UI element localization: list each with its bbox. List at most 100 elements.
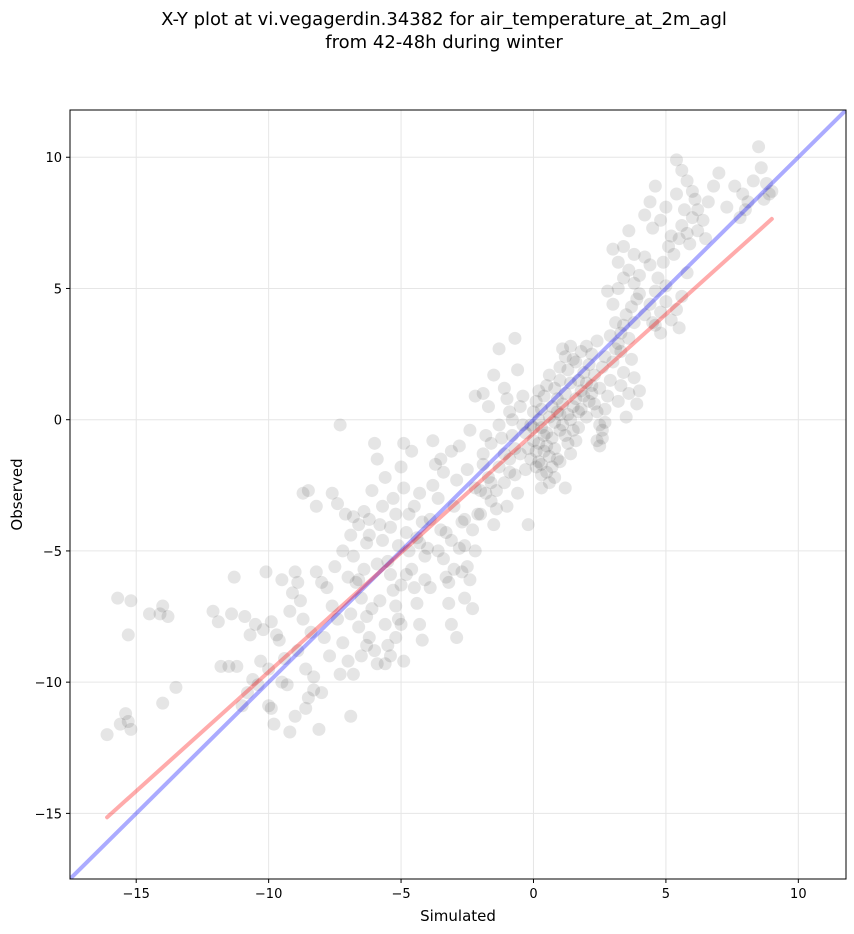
data-point: [259, 565, 273, 579]
data-point: [323, 649, 337, 663]
data-point: [569, 392, 583, 406]
data-point: [362, 631, 376, 645]
data-point: [638, 250, 652, 264]
data-point: [119, 707, 133, 721]
data-point: [524, 418, 538, 432]
data-point: [545, 460, 559, 474]
data-point: [627, 371, 641, 385]
data-point: [534, 402, 548, 416]
data-point: [556, 418, 570, 432]
data-point: [354, 649, 368, 663]
data-point: [762, 187, 776, 201]
data-point: [428, 457, 442, 471]
data-point: [288, 565, 302, 579]
data-point: [211, 615, 225, 629]
reference-lines: [70, 110, 846, 879]
data-point: [511, 363, 525, 377]
data-point: [391, 612, 405, 626]
data-point: [691, 203, 705, 217]
data-point: [532, 384, 546, 398]
data-point: [757, 192, 771, 206]
data-point: [487, 368, 501, 382]
y-tick-label: 10: [45, 151, 62, 166]
data-point: [497, 381, 511, 395]
data-point: [386, 583, 400, 597]
data-point: [479, 486, 493, 500]
data-point: [389, 599, 403, 613]
data-point: [654, 305, 668, 319]
data-point: [354, 591, 368, 605]
chart-title-line-2: from 42-48h during winter: [325, 32, 563, 53]
data-point: [654, 213, 668, 227]
data-point: [378, 657, 392, 671]
data-point: [338, 507, 352, 521]
data-point: [386, 491, 400, 505]
data-point: [561, 436, 575, 450]
data-point: [291, 644, 305, 658]
data-point: [413, 617, 427, 631]
data-point: [566, 423, 580, 437]
data-point: [447, 562, 461, 576]
data-point: [534, 468, 548, 482]
data-point: [397, 436, 411, 450]
chart-title: X-Y plot at vi.vegagerdin.34382 for air_…: [0, 8, 854, 54]
data-point: [312, 722, 326, 736]
data-point: [248, 617, 262, 631]
data-point: [402, 544, 416, 558]
data-point: [659, 279, 673, 293]
data-point: [651, 271, 665, 285]
data-point: [479, 428, 493, 442]
data-point: [121, 715, 135, 729]
data-point: [142, 607, 156, 621]
data-point: [460, 560, 474, 574]
data-point: [296, 486, 310, 500]
data-point: [590, 405, 604, 419]
data-point: [540, 379, 554, 393]
data-point: [524, 452, 538, 466]
data-point: [632, 287, 646, 301]
data-point: [601, 389, 615, 403]
identity-line: [70, 110, 846, 879]
data-point: [423, 512, 437, 526]
data-point: [357, 505, 371, 519]
data-point: [344, 709, 358, 723]
data-point: [426, 434, 440, 448]
data-point: [447, 499, 461, 513]
data-point: [741, 195, 755, 209]
data-point: [579, 410, 593, 424]
data-point: [484, 494, 498, 508]
y-tick-label: 5: [54, 282, 62, 297]
data-point: [532, 436, 546, 450]
data-point: [553, 360, 567, 374]
data-point: [431, 491, 445, 505]
data-point: [630, 292, 644, 306]
data-point: [378, 617, 392, 631]
data-point: [309, 565, 323, 579]
data-point: [413, 486, 427, 500]
data-point: [548, 381, 562, 395]
data-point: [315, 686, 329, 700]
data-point: [662, 239, 676, 253]
data-point: [418, 549, 432, 563]
data-point: [505, 413, 519, 427]
data-point: [466, 523, 480, 537]
data-point: [534, 481, 548, 495]
data-point: [280, 678, 294, 692]
data-point: [365, 484, 379, 498]
data-point: [293, 594, 307, 608]
data-point: [307, 683, 321, 697]
data-point: [667, 247, 681, 261]
data-point: [288, 709, 302, 723]
data-point: [415, 515, 429, 529]
data-point: [336, 636, 350, 650]
data-point: [648, 318, 662, 332]
data-point: [169, 680, 183, 694]
data-point: [285, 586, 299, 600]
x-tick-label: −5: [391, 887, 410, 902]
data-point: [474, 484, 488, 498]
data-point: [402, 507, 416, 521]
data-point: [492, 460, 506, 474]
data-point: [458, 591, 472, 605]
data-point: [503, 465, 517, 479]
data-point: [564, 447, 578, 461]
